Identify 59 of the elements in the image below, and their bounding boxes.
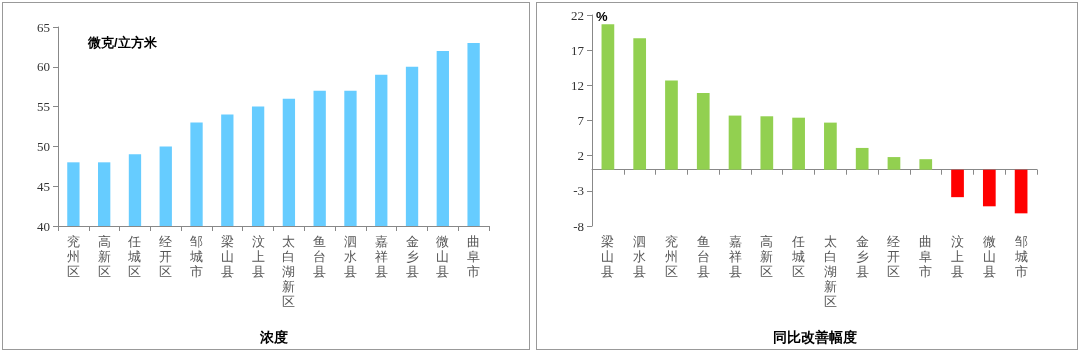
y-tick-label: 55 xyxy=(37,99,50,115)
x-tick-label: 金乡县 xyxy=(405,234,419,279)
y-tick-label: 60 xyxy=(37,59,50,75)
x-tick-label: 汶上县 xyxy=(251,234,265,279)
bar xyxy=(665,80,678,170)
bar xyxy=(919,159,933,170)
x-tick-label: 高新区 xyxy=(760,234,774,279)
y-tick-label: 22 xyxy=(571,7,584,23)
y-tick-label: -3 xyxy=(573,183,584,199)
x-tick-label: 鱼台县 xyxy=(313,234,327,279)
bar xyxy=(601,24,615,170)
bar xyxy=(696,93,710,170)
x-tick-label: 邹城市 xyxy=(1013,234,1028,279)
bar xyxy=(792,117,805,170)
bar xyxy=(824,122,837,170)
x-tick-label: 梁山县 xyxy=(220,234,234,279)
y-axis-title: % xyxy=(596,9,608,24)
x-tick-label: 鱼台县 xyxy=(696,234,710,279)
bar xyxy=(633,38,647,170)
bar xyxy=(728,115,742,170)
x-tick-label: 兖州区 xyxy=(664,234,678,279)
x-tick-label: 曲阜市 xyxy=(919,234,933,279)
x-tick-label: 太白湖新区 xyxy=(282,234,296,309)
x-tick-label: 汶上县 xyxy=(951,234,965,279)
y-tick-label: 7 xyxy=(577,113,585,128)
x-tick-label: 曲阜市 xyxy=(467,234,481,279)
bar xyxy=(760,116,774,170)
bar xyxy=(982,169,996,207)
x-tick-label: 任城区 xyxy=(791,234,806,279)
y-tick-label: 12 xyxy=(571,77,584,93)
x-axis-title: 浓度 xyxy=(258,329,288,345)
bar xyxy=(951,169,964,198)
x-tick-label: 任城区 xyxy=(127,234,142,279)
x-tick-label: 经开区 xyxy=(159,234,173,279)
bar xyxy=(887,157,901,170)
x-tick-label: 嘉祥县 xyxy=(728,234,742,279)
x-tick-label: 金乡县 xyxy=(855,234,869,279)
bar xyxy=(855,147,869,170)
x-tick-label: 太白湖新区 xyxy=(823,234,837,309)
y-tick-label: 40 xyxy=(37,218,50,234)
x-tick-label: 嘉祥县 xyxy=(374,234,388,279)
y-axis-title: 微克/立方米 xyxy=(87,35,158,50)
y-tick-label: 17 xyxy=(571,42,585,58)
x-axis-title: 同比改善幅度 xyxy=(772,329,857,345)
y-tick-label: 65 xyxy=(37,19,50,35)
y-tick-label: 2 xyxy=(577,148,584,164)
y-tick-label: 45 xyxy=(37,178,50,194)
x-tick-label: 微山县 xyxy=(436,234,450,279)
x-tick-label: 梁山县 xyxy=(601,234,615,279)
x-tick-label: 微山县 xyxy=(982,234,996,279)
y-tick-label: -8 xyxy=(573,218,584,234)
x-tick-label: 经开区 xyxy=(887,234,901,279)
y-tick-label: 50 xyxy=(37,138,50,154)
x-tick-label: 泗水县 xyxy=(633,234,647,279)
x-tick-label: 泗水县 xyxy=(343,234,357,279)
bar xyxy=(1014,169,1028,214)
x-tick-label: 邹城市 xyxy=(189,234,204,279)
x-tick-label: 兖州区 xyxy=(66,234,80,279)
x-tick-label: 高新区 xyxy=(97,234,111,279)
